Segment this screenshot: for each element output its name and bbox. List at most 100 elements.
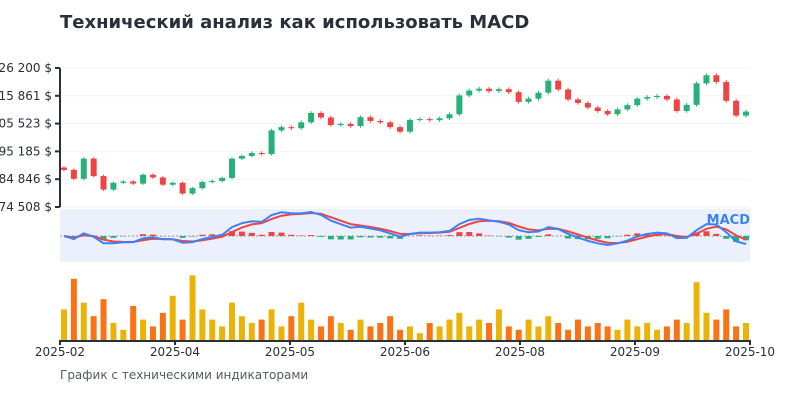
candle-body bbox=[733, 100, 740, 116]
y-tick-label: 126 200 $ bbox=[0, 61, 52, 75]
volume-bar bbox=[515, 329, 522, 340]
volume-bar bbox=[258, 319, 265, 340]
candle-body bbox=[377, 120, 384, 123]
volume-bar bbox=[357, 319, 364, 340]
candle-body bbox=[723, 81, 730, 101]
macd-histogram-bar bbox=[238, 231, 245, 236]
volume-bar bbox=[298, 302, 305, 340]
candle-body bbox=[367, 117, 374, 121]
macd-histogram-bar bbox=[199, 234, 206, 236]
candle-body bbox=[229, 158, 236, 178]
candle-body bbox=[80, 158, 87, 179]
candle-body bbox=[495, 89, 502, 92]
macd-histogram-bar bbox=[308, 235, 315, 236]
x-tick-label: 2025-06 bbox=[380, 345, 430, 359]
macd-histogram-bar bbox=[258, 234, 265, 236]
candle-body bbox=[61, 167, 67, 170]
chart-title: Технический анализ как использовать MACD bbox=[60, 12, 530, 33]
candle-body bbox=[515, 92, 522, 102]
macd-histogram-bar bbox=[634, 233, 641, 236]
volume-bar bbox=[495, 309, 502, 340]
y-tick-label: 74 508 $ bbox=[0, 200, 52, 214]
volume-bar bbox=[426, 323, 433, 340]
macd-histogram-bar bbox=[713, 233, 720, 236]
candle-body bbox=[466, 90, 473, 96]
volume-bar bbox=[486, 323, 493, 340]
candle-body bbox=[446, 114, 453, 119]
volume-bar bbox=[377, 323, 384, 340]
candle-body bbox=[120, 181, 127, 183]
candle-body bbox=[169, 182, 176, 185]
macd-histogram-bar bbox=[337, 236, 344, 240]
macd-histogram-bar bbox=[723, 236, 730, 239]
candle-body bbox=[486, 88, 493, 92]
macd-histogram-bar bbox=[288, 234, 295, 236]
candle-body bbox=[624, 105, 631, 110]
macd-line bbox=[63, 210, 747, 247]
volume-bar bbox=[505, 326, 512, 340]
volume-bar bbox=[525, 319, 532, 340]
macd-histogram-bar bbox=[377, 236, 384, 238]
candle-body bbox=[436, 118, 443, 121]
candle-body bbox=[683, 104, 690, 112]
candle-body bbox=[110, 182, 117, 190]
x-tick-label: 2025-08 bbox=[495, 345, 545, 359]
volume-bar bbox=[644, 323, 651, 340]
candle-body bbox=[70, 169, 77, 179]
candle-body bbox=[288, 127, 295, 129]
macd-histogram-bar bbox=[367, 236, 374, 238]
candle-body bbox=[90, 158, 97, 177]
candle-body bbox=[219, 177, 226, 181]
candle-body bbox=[140, 174, 147, 184]
volume-bar bbox=[476, 319, 483, 340]
volume-bar bbox=[209, 319, 216, 340]
volume-bar bbox=[555, 323, 562, 340]
volume-bar bbox=[140, 319, 147, 340]
volume-bar bbox=[584, 326, 591, 340]
candle-body bbox=[535, 92, 542, 99]
candle-body bbox=[317, 112, 324, 118]
macd-histogram-bar bbox=[466, 232, 473, 236]
macd-histogram-bar bbox=[347, 236, 354, 240]
volume-bar bbox=[70, 278, 77, 340]
candle-body bbox=[416, 119, 423, 121]
y-tick-label: 95 185 $ bbox=[0, 144, 52, 158]
candle-body bbox=[248, 152, 255, 156]
volume-bar bbox=[347, 329, 354, 340]
volume-bar bbox=[367, 326, 374, 340]
macd-histogram-bar bbox=[357, 236, 364, 238]
volume-bar bbox=[545, 316, 552, 340]
volume-bar bbox=[248, 323, 255, 340]
macd-histogram-bar bbox=[268, 231, 275, 236]
volume-bar bbox=[189, 275, 196, 340]
macd-histogram-bar bbox=[624, 234, 631, 236]
candle-body bbox=[258, 152, 265, 155]
volume-bar bbox=[130, 306, 137, 340]
macd-histogram-bar bbox=[209, 234, 216, 236]
volume-bar bbox=[397, 329, 404, 340]
macd-histogram-bar bbox=[604, 236, 611, 239]
candle-body bbox=[397, 127, 404, 132]
volume-bar bbox=[387, 316, 394, 340]
macd-histogram-bar bbox=[535, 236, 542, 238]
candle-body bbox=[584, 102, 591, 108]
candle-body bbox=[663, 95, 670, 100]
volume-bar bbox=[565, 329, 572, 340]
volume-bar bbox=[743, 323, 749, 340]
candle-body bbox=[574, 99, 581, 103]
macd-histogram-bar bbox=[476, 233, 483, 236]
volume-bar bbox=[149, 326, 156, 340]
volume-bar bbox=[80, 302, 87, 340]
macd-histogram-bar bbox=[594, 236, 601, 239]
candle-body bbox=[476, 88, 483, 91]
macd-histogram-bar bbox=[278, 232, 285, 236]
candle-body bbox=[456, 95, 463, 115]
candle-body bbox=[693, 83, 700, 105]
volume-bar bbox=[604, 326, 611, 340]
volume-bar bbox=[268, 309, 275, 340]
volume-bar bbox=[406, 326, 413, 340]
volume-bar bbox=[436, 326, 443, 340]
volume-bar bbox=[673, 319, 680, 340]
volume-bar bbox=[683, 323, 690, 340]
macd-histogram-bar bbox=[565, 236, 572, 239]
